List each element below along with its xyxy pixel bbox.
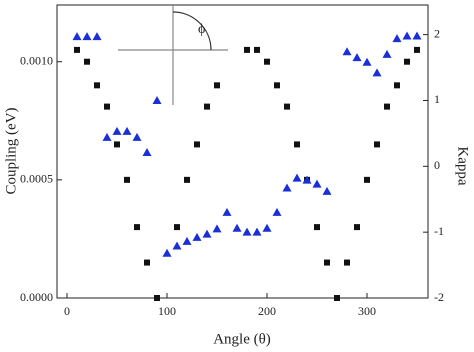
point bbox=[254, 46, 260, 53]
point bbox=[82, 32, 92, 41]
point bbox=[384, 103, 390, 110]
point bbox=[294, 141, 300, 148]
point bbox=[104, 103, 110, 110]
point bbox=[314, 224, 320, 231]
point bbox=[202, 229, 212, 238]
point bbox=[174, 224, 180, 231]
y-tick-label: 0.0005 bbox=[20, 172, 53, 186]
point bbox=[404, 58, 410, 65]
point bbox=[162, 248, 172, 257]
annotation: ϕ bbox=[198, 22, 205, 37]
plot-frame bbox=[56, 4, 429, 299]
point bbox=[102, 132, 112, 141]
point bbox=[204, 103, 210, 110]
x-tick-label: 300 bbox=[358, 304, 376, 318]
point bbox=[132, 132, 142, 141]
point bbox=[402, 31, 412, 40]
point bbox=[344, 259, 350, 266]
y-tick-label: 0.0000 bbox=[20, 290, 53, 304]
point bbox=[214, 82, 220, 89]
point bbox=[342, 47, 352, 56]
point bbox=[94, 82, 100, 89]
point bbox=[142, 147, 152, 156]
point bbox=[124, 176, 130, 183]
y2-tick-label: -1 bbox=[434, 224, 444, 238]
point bbox=[364, 176, 370, 183]
point bbox=[122, 126, 132, 135]
point bbox=[362, 57, 372, 66]
y2-tick-label: 1 bbox=[434, 92, 440, 106]
point bbox=[84, 58, 90, 65]
point bbox=[284, 103, 290, 110]
point bbox=[114, 141, 120, 148]
point bbox=[372, 68, 382, 77]
point bbox=[394, 82, 400, 89]
point bbox=[312, 179, 322, 188]
y2-axis-label: Kappa bbox=[455, 146, 471, 185]
x-tick-label: 200 bbox=[258, 304, 276, 318]
point bbox=[184, 176, 190, 183]
point bbox=[192, 232, 202, 241]
y-tick-label: 0.0010 bbox=[20, 53, 53, 67]
point bbox=[412, 31, 422, 40]
point bbox=[374, 141, 380, 148]
point bbox=[144, 259, 150, 266]
point bbox=[382, 49, 392, 58]
point bbox=[74, 46, 80, 53]
y2-tick-label: -2 bbox=[434, 290, 444, 304]
point bbox=[252, 227, 262, 236]
point bbox=[194, 141, 200, 148]
point bbox=[152, 95, 162, 104]
point bbox=[302, 175, 312, 184]
y2-tick-label: 0 bbox=[434, 158, 440, 172]
y-axis-label: Coupling (eV) bbox=[3, 107, 19, 194]
point bbox=[414, 46, 420, 53]
point bbox=[354, 224, 360, 231]
point bbox=[352, 53, 362, 62]
x-tick-label: 0 bbox=[64, 304, 70, 318]
point bbox=[72, 32, 82, 41]
point bbox=[112, 126, 122, 135]
point bbox=[322, 186, 332, 195]
inset-molecule bbox=[118, 5, 228, 105]
point bbox=[182, 236, 192, 245]
point bbox=[292, 173, 302, 182]
point bbox=[262, 223, 272, 232]
point bbox=[172, 241, 182, 250]
point bbox=[334, 295, 340, 301]
point bbox=[282, 183, 292, 192]
point bbox=[212, 224, 222, 233]
point bbox=[264, 58, 270, 65]
y2-tick-label: 2 bbox=[434, 26, 440, 40]
point bbox=[272, 207, 282, 216]
x-tick-label: 100 bbox=[158, 304, 176, 318]
point bbox=[324, 259, 330, 266]
point bbox=[242, 227, 252, 236]
point bbox=[392, 34, 402, 43]
point bbox=[274, 82, 280, 89]
point bbox=[92, 32, 102, 41]
point bbox=[154, 295, 160, 301]
point bbox=[134, 224, 140, 231]
point bbox=[232, 223, 242, 232]
point bbox=[244, 46, 250, 53]
point bbox=[222, 207, 232, 216]
x-axis-label: Angle (θ) bbox=[213, 331, 271, 347]
